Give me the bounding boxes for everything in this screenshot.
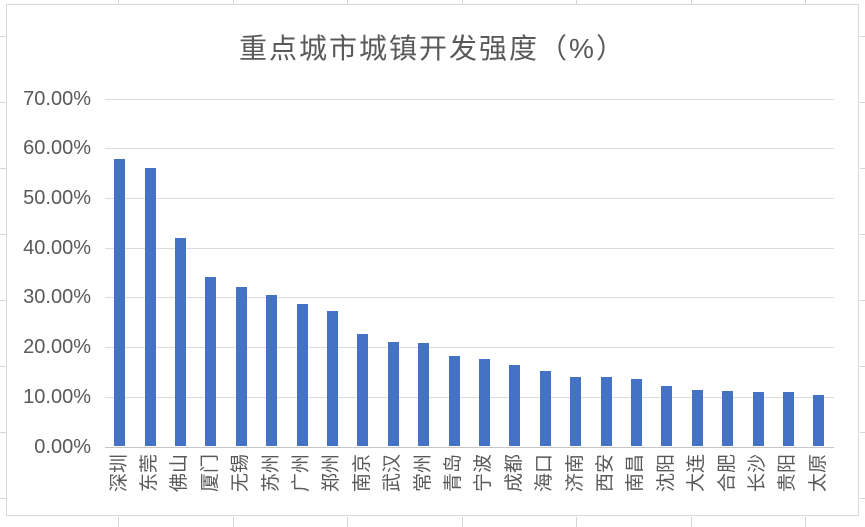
chart-area[interactable]: 重点城市城镇开发强度（%） 70.00% 60.00% 50.00% 40.00% 30… — [6, 4, 859, 516]
sheet-column-line — [690, 0, 692, 4]
y-axis-tick-label: 10.00% — [23, 385, 91, 408]
bar[interactable] — [357, 334, 369, 447]
gridline — [104, 148, 834, 150]
bar[interactable] — [539, 370, 551, 447]
x-axis-category-label: 西安 — [595, 454, 617, 493]
y-axis-tick-label: 60.00% — [23, 137, 91, 160]
gridline — [104, 396, 834, 398]
sheet-column-line — [461, 0, 463, 4]
sheet-column-line — [232, 0, 234, 4]
x-axis-category-label: 太原 — [807, 454, 829, 493]
sheet-row-line — [0, 300, 6, 301]
bar[interactable] — [752, 391, 764, 447]
x-axis-category-label: 深圳 — [108, 454, 130, 493]
sheet-row-line — [860, 102, 865, 103]
sheet-column-line — [232, 517, 234, 527]
bar[interactable] — [296, 303, 308, 447]
gridline — [104, 297, 834, 299]
bar[interactable] — [114, 159, 126, 447]
bar[interactable] — [326, 311, 338, 447]
sheet-row-line — [0, 366, 6, 367]
sheet-column-line — [347, 0, 348, 4]
sheet-row-line — [0, 36, 6, 37]
x-axis-category-label: 苏州 — [260, 454, 282, 493]
bar[interactable] — [661, 386, 673, 447]
sheet-row-line — [860, 300, 865, 301]
x-axis-category-label: 广州 — [291, 454, 313, 493]
x-axis-category-label: 大连 — [686, 454, 708, 493]
sheet-column-line — [690, 517, 692, 527]
sheet-column-line — [118, 0, 119, 4]
bar[interactable] — [266, 295, 278, 447]
x-axis-category-label: 南京 — [351, 454, 373, 493]
x-axis-category-label: 宁波 — [473, 454, 495, 493]
x-axis-category-label: 沈阳 — [655, 454, 677, 493]
x-axis-category-label: 东莞 — [139, 454, 161, 493]
sheet-row-line — [860, 36, 865, 37]
bar[interactable] — [600, 376, 612, 447]
x-axis-category-label: 海口 — [534, 454, 556, 493]
bar[interactable] — [509, 365, 521, 447]
x-axis-category-label: 合肥 — [716, 454, 738, 493]
gridline — [104, 347, 834, 349]
x-axis-category-label: 无锡 — [230, 454, 252, 493]
sheet-column-line — [576, 0, 577, 4]
sheet-column-line — [805, 517, 806, 527]
chart-title[interactable]: 重点城市城镇开发强度（%） — [239, 33, 626, 64]
x-axis-category-label: 青岛 — [443, 454, 465, 493]
gridline — [104, 247, 834, 249]
x-axis-category-label: 武汉 — [382, 454, 404, 493]
sheet-row-line — [860, 234, 865, 235]
sheet-column-line — [461, 517, 463, 527]
y-axis-tick-label: 20.00% — [23, 336, 91, 359]
y-axis-tick-label: 30.00% — [23, 286, 91, 309]
sheet-row-line — [0, 432, 6, 433]
bar[interactable] — [478, 358, 490, 447]
sheet-row-line — [860, 168, 865, 169]
bar[interactable] — [630, 379, 642, 447]
sheet-row-line — [860, 498, 865, 499]
sheet-row-line — [0, 102, 6, 103]
bar[interactable] — [722, 390, 734, 447]
bar[interactable] — [174, 238, 186, 447]
bar[interactable] — [144, 167, 156, 447]
y-axis-tick-label: 0.00% — [34, 435, 91, 458]
bar[interactable] — [418, 342, 430, 447]
x-axis-category-label: 佛山 — [169, 454, 191, 493]
sheet-row-line — [860, 432, 865, 433]
gridline — [104, 197, 834, 199]
bar[interactable] — [448, 355, 460, 447]
sheet-column-line — [347, 517, 348, 527]
x-axis-category-label: 贵阳 — [777, 454, 799, 493]
x-axis-category-label: 成都 — [503, 454, 525, 493]
x-axis-category-label: 南昌 — [625, 454, 647, 493]
bar[interactable] — [570, 376, 582, 447]
bar[interactable] — [235, 286, 247, 447]
bar[interactable] — [387, 342, 399, 447]
bar[interactable] — [782, 392, 794, 447]
x-axis-category-label: 厦门 — [199, 454, 221, 493]
bar[interactable] — [205, 277, 217, 447]
sheet-row-line — [0, 168, 6, 169]
sheet-row-line — [0, 498, 6, 499]
sheet-column-line — [576, 517, 577, 527]
sheet-row-line — [0, 234, 6, 235]
sheet-column-line — [805, 0, 806, 4]
x-axis-category-label: 长沙 — [747, 454, 768, 493]
sheet-column-line — [118, 517, 119, 527]
bar[interactable] — [691, 389, 703, 447]
x-axis-line — [104, 446, 834, 448]
x-axis-category-label: 济南 — [564, 454, 586, 493]
x-axis-category-label: 常州 — [412, 454, 434, 493]
gridline — [104, 98, 834, 100]
y-axis-tick-label: 70.00% — [23, 87, 91, 110]
x-axis-category-label: 郑州 — [321, 454, 343, 493]
bar[interactable] — [813, 395, 825, 447]
y-axis-tick-label: 40.00% — [23, 236, 91, 259]
y-axis-tick-label: 50.00% — [23, 186, 91, 209]
sheet-row-line — [860, 366, 865, 367]
